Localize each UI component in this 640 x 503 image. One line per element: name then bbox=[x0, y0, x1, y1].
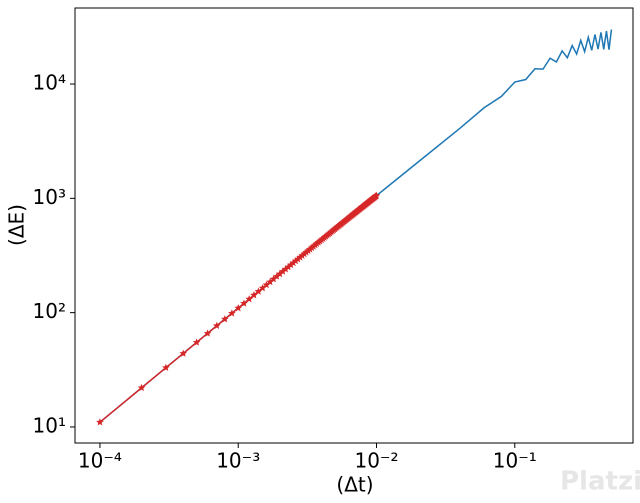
data-marker bbox=[289, 258, 298, 267]
data-marker bbox=[203, 329, 212, 337]
data-marker bbox=[96, 418, 104, 426]
data-marker bbox=[294, 255, 302, 263]
data-marker bbox=[287, 260, 295, 269]
x-tick-label: 10⁻² bbox=[354, 449, 398, 473]
data-marker bbox=[298, 251, 306, 259]
data-marker bbox=[276, 269, 284, 278]
data-marker bbox=[302, 248, 310, 256]
data-marker bbox=[221, 315, 229, 323]
data-marker bbox=[213, 321, 221, 329]
y-tick-label: 10² bbox=[33, 299, 66, 323]
data-marker bbox=[269, 275, 278, 283]
data-marker bbox=[300, 249, 309, 258]
data-marker bbox=[179, 349, 188, 357]
data-marker bbox=[137, 383, 146, 392]
data-marker bbox=[240, 299, 248, 307]
data-marker bbox=[258, 284, 267, 292]
data-marker bbox=[192, 338, 201, 346]
data-marker bbox=[262, 280, 271, 289]
data-marker bbox=[228, 309, 236, 317]
y-tick-label: 10⁴ bbox=[33, 71, 66, 95]
x-tick-label: 10⁻⁴ bbox=[78, 449, 122, 473]
y-tick-label: 10¹ bbox=[33, 413, 66, 437]
x-axis-label: (Δt) bbox=[336, 473, 373, 497]
data-marker bbox=[372, 191, 381, 199]
data-marker bbox=[284, 263, 293, 271]
data-marker bbox=[304, 246, 312, 255]
y-axis-label: (ΔE) bbox=[5, 204, 29, 246]
data-marker bbox=[245, 295, 253, 303]
data-marker bbox=[234, 304, 243, 312]
x-tick-label: 10⁻³ bbox=[216, 449, 260, 473]
data-marker bbox=[281, 265, 290, 273]
data-marker bbox=[291, 257, 300, 265]
y-tick-label: 10³ bbox=[33, 185, 66, 209]
data-marker bbox=[266, 277, 274, 286]
series-line bbox=[99, 29, 613, 423]
x-tick-label: 10⁻¹ bbox=[493, 449, 537, 473]
data-marker bbox=[254, 287, 263, 295]
data-marker bbox=[162, 363, 170, 371]
data-marker bbox=[296, 253, 304, 261]
data-marker bbox=[278, 267, 287, 275]
watermark: Platzi bbox=[560, 467, 640, 497]
data-marker bbox=[250, 291, 258, 299]
data-marker bbox=[272, 272, 281, 280]
plot-frame bbox=[74, 7, 634, 444]
